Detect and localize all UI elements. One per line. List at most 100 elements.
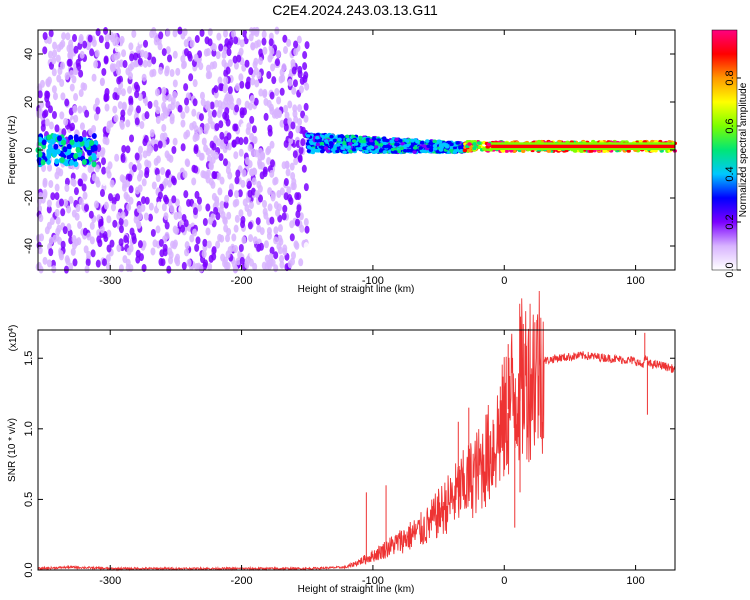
heatmap-cell [158,31,164,40]
heatmap-cell [110,64,116,73]
heatmap-cell [381,136,387,141]
heatmap-cell [239,110,245,119]
heatmap-cell [602,149,607,153]
heatmap-cell [315,135,320,140]
heatmap-cell [219,131,225,140]
heatmap-cell [244,59,250,68]
colorbar-gradient [712,30,737,270]
heatmap-cell [209,140,215,149]
heatmap-cell [268,38,274,47]
heatmap-cell [282,204,288,213]
heatmap-cell [266,99,272,108]
spectrogram-y-tick-label: 20 [23,96,35,108]
heatmap-cell [248,67,254,76]
colorbar-frame [711,29,738,271]
heatmap-cell [99,189,105,198]
heatmap-cell [63,117,69,126]
heatmap-cell [305,134,311,138]
heatmap-cell [227,171,233,180]
heatmap-cell [123,235,129,244]
heatmap-cell [286,186,292,195]
heatmap-cell [254,190,260,199]
heatmap-cell [223,200,229,209]
heatmap-cell [207,28,213,37]
heatmap-cell [75,146,81,153]
heatmap-cell [154,167,160,176]
heatmap-cell [188,73,194,82]
heatmap-cell [213,151,219,160]
heatmap-cell [43,109,49,118]
heatmap-cell [412,146,418,150]
heatmap-cell [234,176,240,185]
heatmap-cell [127,107,133,116]
heatmap-cell [257,184,263,193]
heatmap-cell [47,163,53,172]
heatmap-cell [164,68,170,77]
heatmap-cell [236,54,242,63]
heatmap-cell [54,124,60,133]
heatmap-cell [105,166,111,175]
heatmap-cell [262,199,268,208]
heatmap-cell [228,93,234,102]
heatmap-cell [73,93,79,102]
heatmap-cell [237,189,243,198]
heatmap-cell [211,246,217,255]
heatmap-cell [67,229,73,238]
heatmap-cell [72,105,78,114]
heatmap-cell [467,142,472,146]
heatmap-cell [208,216,214,225]
heatmap-cell [96,235,102,244]
heatmap-cell [278,75,284,84]
heatmap-cell [192,98,198,107]
heatmap-cell [304,82,310,91]
heatmap-cell [172,79,178,88]
heatmap-cell [134,117,140,126]
heatmap-cell [57,236,63,245]
spectrogram-y-tick-label: -40 [23,238,35,254]
heatmap-cell [46,134,52,141]
heatmap-cell [141,73,147,82]
heatmap-cell [105,254,111,263]
heatmap-cell [303,71,309,80]
heatmap-cell [626,149,631,153]
heatmap-cell [400,141,405,146]
heatmap-cell [118,225,124,234]
heatmap-cell [302,51,308,60]
heatmap-cell [184,248,190,257]
heatmap-cell [234,104,240,113]
heatmap-cell [175,67,181,76]
heatmap-cell [345,134,350,139]
heatmap-cell [238,73,244,82]
heatmap-cell [293,47,299,56]
heatmap-cell [86,250,92,259]
heatmap-cell [129,134,135,143]
heatmap-cell [412,150,417,154]
heatmap-cell [77,221,83,230]
heatmap-cell [187,53,193,62]
heatmap-cell [52,92,58,101]
heatmap-cell [79,140,85,147]
heatmap-cell [186,198,192,207]
heatmap-cell [67,58,73,67]
heatmap-cell [214,199,220,208]
heatmap-cell [410,138,415,143]
heatmap-cell [262,46,268,55]
heatmap-cell [73,114,79,123]
heatmap-cell [300,138,306,147]
heatmap-cell [61,32,67,41]
heatmap-cell [139,121,145,130]
heatmap-cell [146,160,152,169]
heatmap-cell [123,191,129,200]
heatmap-cell [73,152,79,159]
heatmap-cell [205,169,211,178]
heatmap-cell [143,39,149,48]
heatmap-cell [157,140,163,149]
heatmap-cell [266,145,272,154]
heatmap-cell [102,230,108,239]
heatmap-cell [70,247,76,256]
heatmap-cell [170,175,176,184]
heatmap-cell [277,234,283,243]
heatmap-cell [144,111,150,120]
heatmap-cell [136,173,142,182]
heatmap-cell [298,85,304,94]
